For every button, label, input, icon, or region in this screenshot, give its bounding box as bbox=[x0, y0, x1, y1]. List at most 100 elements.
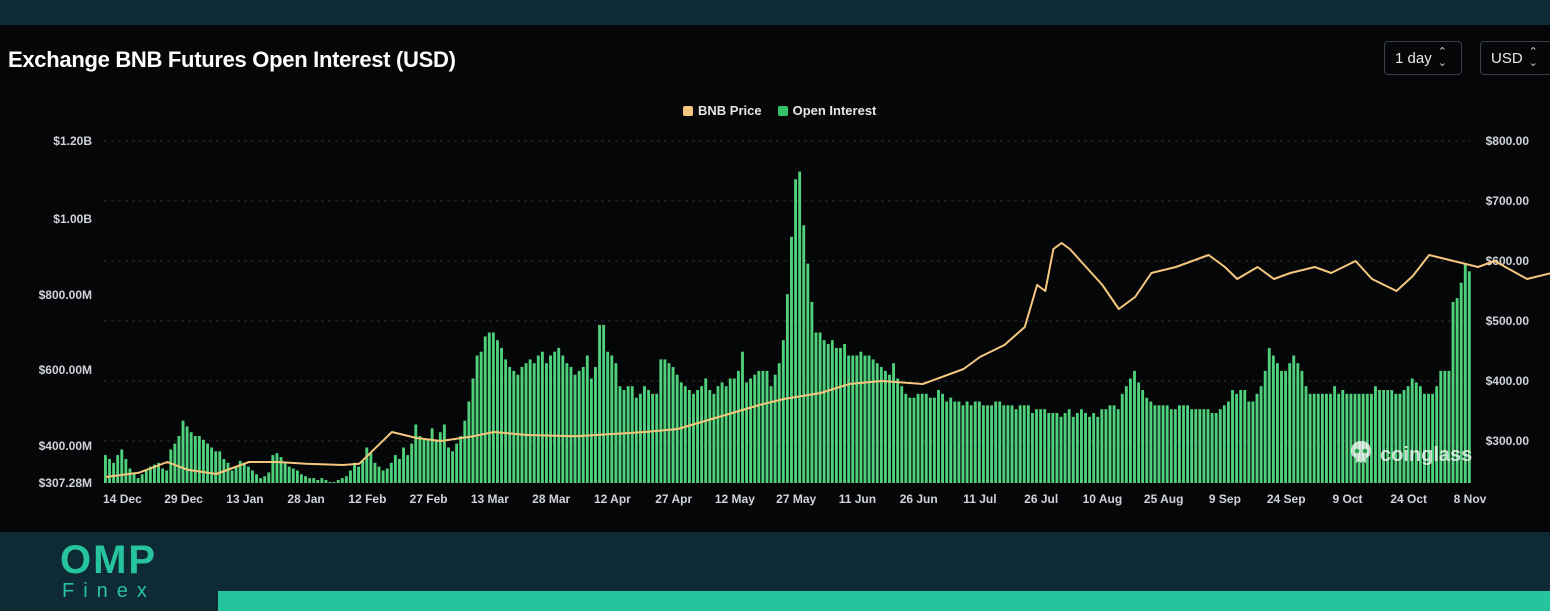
chevron-up-down-icon: ⌃ ⌄ bbox=[1437, 46, 1447, 69]
open-interest-bar bbox=[471, 378, 475, 483]
open-interest-bar bbox=[594, 367, 597, 483]
open-interest-bar bbox=[177, 436, 181, 483]
open-interest-bar bbox=[259, 478, 263, 483]
y-left-tick-label: $307.28M bbox=[39, 476, 92, 490]
open-interest-bar bbox=[1357, 393, 1361, 483]
open-interest-bar bbox=[1010, 405, 1014, 483]
open-interest-bar bbox=[1439, 370, 1443, 483]
legend-item-price[interactable]: BNB Price bbox=[683, 103, 762, 118]
open-interest-bar bbox=[585, 355, 589, 483]
open-interest-bar bbox=[1043, 409, 1047, 483]
open-interest-bar bbox=[242, 462, 246, 483]
open-interest-bar bbox=[651, 393, 655, 483]
open-interest-bar bbox=[1173, 409, 1177, 483]
open-interest-bar bbox=[1406, 386, 1410, 483]
open-interest-bar bbox=[353, 462, 356, 483]
open-interest-bar bbox=[1128, 378, 1132, 483]
open-interest-bar bbox=[1443, 370, 1447, 483]
open-interest-bar bbox=[202, 439, 205, 483]
open-interest-bar bbox=[140, 474, 144, 483]
open-interest-bar bbox=[434, 439, 438, 483]
x-tick-label: 9 Oct bbox=[1332, 492, 1362, 506]
open-interest-bar bbox=[969, 405, 973, 483]
open-interest-bar bbox=[328, 482, 332, 483]
omp-finex-logo: OMP Finex bbox=[60, 540, 157, 602]
open-interest-bar bbox=[614, 363, 618, 483]
open-interest-bar bbox=[912, 397, 916, 483]
y-right-tick-label: $700.00 bbox=[1486, 194, 1530, 208]
open-interest-bar bbox=[442, 424, 446, 483]
open-interest-bar bbox=[1071, 416, 1075, 483]
open-interest-bar bbox=[1047, 413, 1051, 483]
open-interest-bar bbox=[295, 470, 299, 483]
open-interest-bar bbox=[994, 401, 998, 483]
open-interest-bar bbox=[463, 420, 467, 483]
open-interest-bar bbox=[847, 355, 851, 483]
open-interest-bar bbox=[806, 263, 810, 483]
open-interest-bar bbox=[1316, 393, 1320, 483]
open-interest-bar bbox=[132, 472, 136, 483]
open-interest-bar bbox=[1271, 355, 1275, 483]
open-interest-bar bbox=[332, 482, 336, 483]
open-interest-bar bbox=[843, 344, 847, 483]
open-interest-bar bbox=[512, 370, 516, 483]
open-interest-bar bbox=[781, 340, 785, 483]
open-interest-bar bbox=[508, 367, 512, 483]
legend-price-label: BNB Price bbox=[698, 103, 762, 118]
chart-legend: BNB Price Open Interest bbox=[683, 103, 876, 118]
open-interest-bar bbox=[941, 393, 945, 483]
open-interest-bar bbox=[818, 332, 822, 483]
open-interest-bar bbox=[1063, 413, 1067, 483]
open-interest-bar bbox=[1018, 405, 1022, 483]
y-right-tick-label: $500.00 bbox=[1486, 314, 1530, 328]
open-interest-bar bbox=[961, 405, 965, 483]
open-interest-bar bbox=[153, 464, 156, 483]
open-interest-bar bbox=[500, 347, 503, 483]
open-interest-bar bbox=[398, 459, 401, 483]
open-interest-bar bbox=[1373, 386, 1377, 483]
open-interest-bar bbox=[1365, 393, 1369, 483]
open-interest-bar bbox=[879, 367, 883, 483]
open-interest-bar bbox=[896, 378, 900, 483]
open-interest-bar bbox=[108, 459, 111, 483]
open-interest-bar bbox=[430, 428, 434, 483]
currency-select[interactable]: USD ⌃ ⌄ bbox=[1480, 41, 1550, 75]
open-interest-bar bbox=[606, 351, 610, 483]
y-right-tick-label: $300.00 bbox=[1486, 434, 1530, 448]
open-interest-bar bbox=[238, 460, 242, 483]
open-interest-bar bbox=[863, 355, 867, 483]
open-interest-bar bbox=[120, 449, 124, 483]
open-interest-bar bbox=[622, 390, 626, 483]
open-interest-bar bbox=[728, 378, 732, 483]
open-interest-bar bbox=[973, 401, 977, 483]
open-interest-bar bbox=[834, 347, 838, 483]
x-tick-label: 12 Feb bbox=[348, 492, 386, 506]
open-interest-bar bbox=[1177, 405, 1181, 483]
x-tick-label: 13 Jan bbox=[226, 492, 263, 506]
open-interest-bar bbox=[565, 363, 569, 483]
open-interest-bar bbox=[1320, 393, 1324, 483]
open-interest-bar bbox=[1006, 405, 1010, 483]
open-interest-bar bbox=[365, 447, 369, 483]
open-interest-bar bbox=[1112, 405, 1116, 483]
open-interest-bar bbox=[679, 382, 683, 483]
bottom-accent-bar bbox=[218, 591, 1550, 611]
open-interest-bar bbox=[981, 405, 985, 483]
open-interest-bar bbox=[1239, 390, 1243, 483]
open-interest-bar bbox=[349, 470, 352, 483]
open-interest-bar bbox=[708, 390, 712, 483]
open-interest-bar bbox=[1206, 409, 1210, 483]
open-interest-bar bbox=[1059, 416, 1063, 483]
open-interest-bar bbox=[136, 478, 140, 483]
open-interest-bar bbox=[1137, 382, 1141, 483]
open-interest-bar bbox=[986, 405, 989, 483]
open-interest-bar bbox=[1035, 409, 1038, 483]
open-interest-bar bbox=[1002, 405, 1006, 483]
open-interest-bar bbox=[802, 225, 806, 484]
open-interest-bar bbox=[1231, 390, 1234, 483]
open-interest-bar bbox=[1039, 409, 1043, 483]
open-interest-bar bbox=[1353, 393, 1357, 483]
open-interest-bar bbox=[1088, 416, 1092, 483]
legend-item-open-interest[interactable]: Open Interest bbox=[777, 103, 876, 118]
interval-select[interactable]: 1 day ⌃ ⌄ bbox=[1384, 41, 1462, 75]
